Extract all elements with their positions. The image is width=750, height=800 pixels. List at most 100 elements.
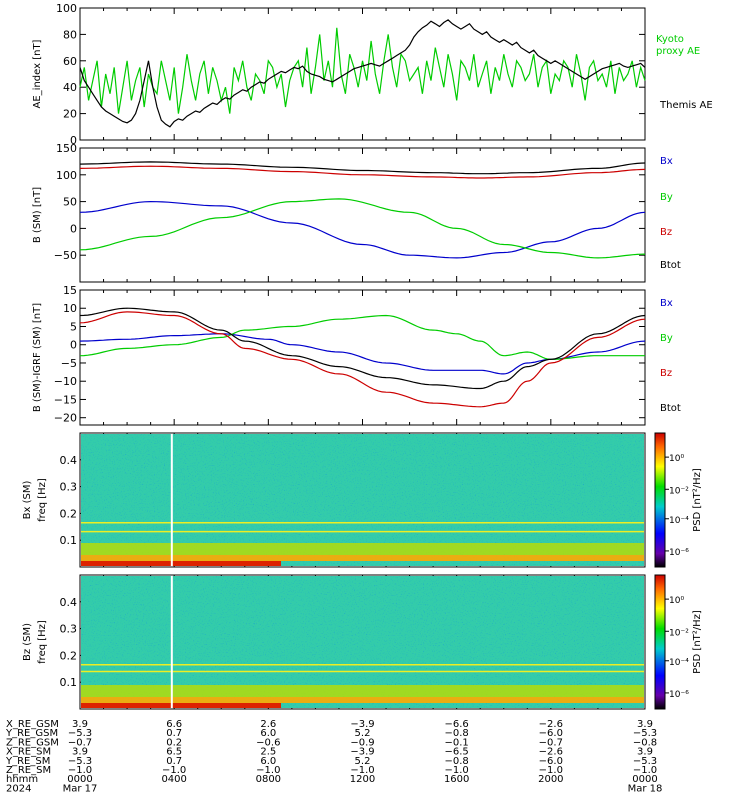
y-tick-label: 0 [70,222,77,235]
table-cell: −2.6 [539,719,563,730]
table-cell: −1.0 [162,765,186,776]
colorbar [654,574,666,710]
y-tick-label: 0.2 [60,507,78,520]
table-cell: −1.0 [445,765,469,776]
y-axis-label: AE_index [nT] [32,39,43,108]
table-cell: −0.7 [539,737,563,748]
y-tick-label: 5 [70,320,77,333]
table-cell: 0.2 [166,737,182,748]
panel-2-frame [79,147,646,283]
y-axis-label: B (SM)-IGRF (SM) [nT] [32,303,43,412]
table-cell: 1200 [350,774,375,785]
colorbar-tick-label: 10⁻² [669,486,689,496]
table-cell: −1.0 [633,765,657,776]
spectrogram-band [81,697,644,703]
table-cell: −3.9 [350,719,374,730]
spectrogram-frame [79,574,646,710]
table-cell: 0.7 [166,756,182,767]
y-tick-label: 80 [63,28,77,41]
legend-bz: Bz [660,368,672,379]
table-cell: 1600 [444,774,469,785]
y-axis-label: B (SM) [nT] [32,187,43,243]
table-cell: 6.5 [166,747,182,758]
orbit-position-table: X_RE_GSM 3.9 6.6 2.6 −3.9 −6.6 −2.6 3.9 Y_RE_GSM… [5,719,662,794]
series-layer [79,19,646,408]
y-tick-label: 15 [63,284,77,297]
table-cell: Mar 17 [63,783,98,794]
y-tick-label: 40 [63,81,77,94]
series-by [79,314,645,360]
table-cell: 6.0 [260,756,276,767]
table-cell: −6.5 [445,747,469,758]
y-tick-label: −5 [61,357,77,370]
y-tick-label: 0.3 [60,481,78,494]
table-cell: −1.0 [68,765,92,776]
series-by [79,198,646,259]
table-cell: −0.7 [68,737,92,748]
colorbar [654,432,666,568]
table-cell: −6.0 [539,728,563,739]
y-tick-label: −20 [54,412,77,425]
y-tick-label: 0.4 [60,596,78,609]
y-tick-label: 0.4 [60,454,78,467]
spectrogram-freq-label: freq [Hz] [37,620,48,664]
spectrogram-freq-label: freq [Hz] [37,478,48,522]
series-btot [79,307,646,390]
table-cell: 5.2 [355,756,371,767]
table-cell: 3.9 [72,747,88,758]
y-tick-label: 50 [63,196,77,209]
legend-kyoto: Kyoto [656,34,684,45]
table-row-label: Y_RE_SM [5,756,50,767]
legend-bz: Bz [660,227,672,238]
colorbar-tick-label: 10⁰ [669,596,684,606]
table-cell: −0.9 [350,737,374,748]
series-bx [79,200,646,259]
table-cell: 2000 [538,774,563,785]
colorbar-tick-label: 10⁻⁴ [669,658,689,668]
y-tick-label: 0.2 [60,649,78,662]
series-kyoto-proxy-ae [79,27,646,114]
y-tick-label: 150 [56,142,77,155]
y-tick-label: 10 [63,302,77,315]
series-themis-ae [79,19,646,128]
table-cell: 0000 [67,774,92,785]
colorbar-label: PSD [nT²/Hz] [692,468,703,532]
legend-btot: Btot [660,260,681,271]
table-cell: −0.6 [256,737,280,748]
y-tick-label: 0 [70,339,77,352]
y-tick-label: 0 [70,134,77,147]
table-cell: 3.9 [637,719,653,730]
table-row-label: Y_RE_GSM [5,728,58,739]
table-cell: 5.2 [355,728,371,739]
table-cell: 2.5 [260,747,276,758]
colorbar-label: PSD [nT²/Hz] [692,610,703,674]
legend-by: By [660,192,673,203]
spectrogram-band [81,685,644,697]
table-cell: 6.0 [260,728,276,739]
series-bz [79,311,646,408]
table-cell: 2.6 [260,719,276,730]
y-tick-label: 0.1 [60,534,78,547]
legend-proxy-ae: proxy AE [656,46,700,57]
table-cell: −5.3 [633,756,657,767]
table-cell: −0.8 [633,737,657,748]
spectrogram-band [81,703,281,708]
y-tick-label: 0.3 [60,623,78,636]
spectrogram-band [81,561,281,566]
table-cell: 0.7 [166,728,182,739]
colorbar-tick-label: 10⁻² [669,628,689,638]
table-cell: −1.0 [539,765,563,776]
spectrogram-frame [79,432,646,568]
table-cell: −5.3 [68,756,92,767]
spectrogram-layer [79,432,666,710]
y-tick-label: −10 [54,375,77,388]
table-cell: −0.8 [445,728,469,739]
table-row-label: X_RE_SM [6,747,51,758]
series-bx [79,333,646,375]
y-tick-label: 100 [56,2,77,15]
table-cell: 3.9 [637,747,653,758]
colorbar-tick-label: 10⁰ [669,454,684,464]
legend-bx: Bx [660,156,673,167]
y-tick-label: 100 [56,169,77,182]
